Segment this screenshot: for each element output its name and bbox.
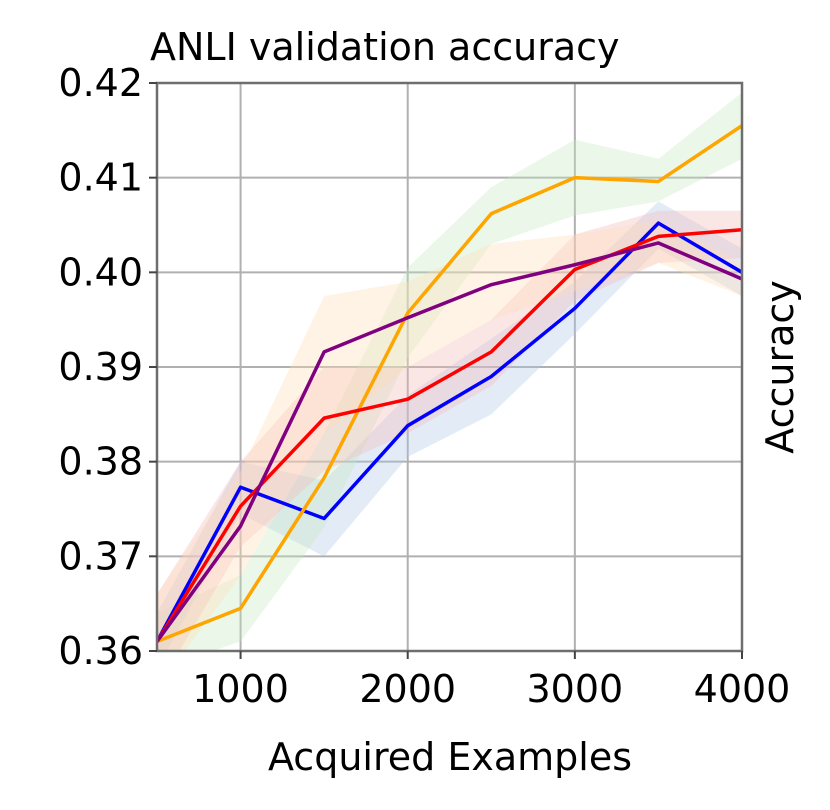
x-axis-title: Acquired Examples — [268, 735, 632, 779]
y-tick-label: 0.41 — [58, 156, 143, 200]
x-tick-label: 3000 — [526, 667, 623, 711]
axis-ticks: 1000 2000 3000 4000 0.36 0.37 0.38 0.39 0.40 0.41… — [58, 61, 790, 711]
series-line-2 — [157, 123, 742, 644]
series-lines — [157, 123, 742, 644]
confidence-band-1 — [157, 201, 742, 651]
y-tick-label: 0.38 — [58, 440, 143, 484]
x-tick-label: 4000 — [694, 667, 791, 711]
y-tick-label: 0.39 — [58, 345, 143, 389]
chart-title: ANLI validation accuracy — [150, 25, 620, 69]
series-line-4 — [157, 241, 742, 644]
y-axis-title: Accuracy — [758, 280, 802, 454]
confidence-band-4 — [157, 220, 742, 651]
x-tick-label: 1000 — [192, 667, 289, 711]
series-line-3 — [157, 227, 742, 644]
y-tick-label: 0.36 — [58, 629, 143, 673]
y-tick-label: 0.42 — [58, 61, 143, 105]
y-tick-label: 0.37 — [58, 534, 143, 578]
y-tick-label: 0.40 — [58, 250, 143, 294]
x-tick-label: 2000 — [359, 667, 456, 711]
